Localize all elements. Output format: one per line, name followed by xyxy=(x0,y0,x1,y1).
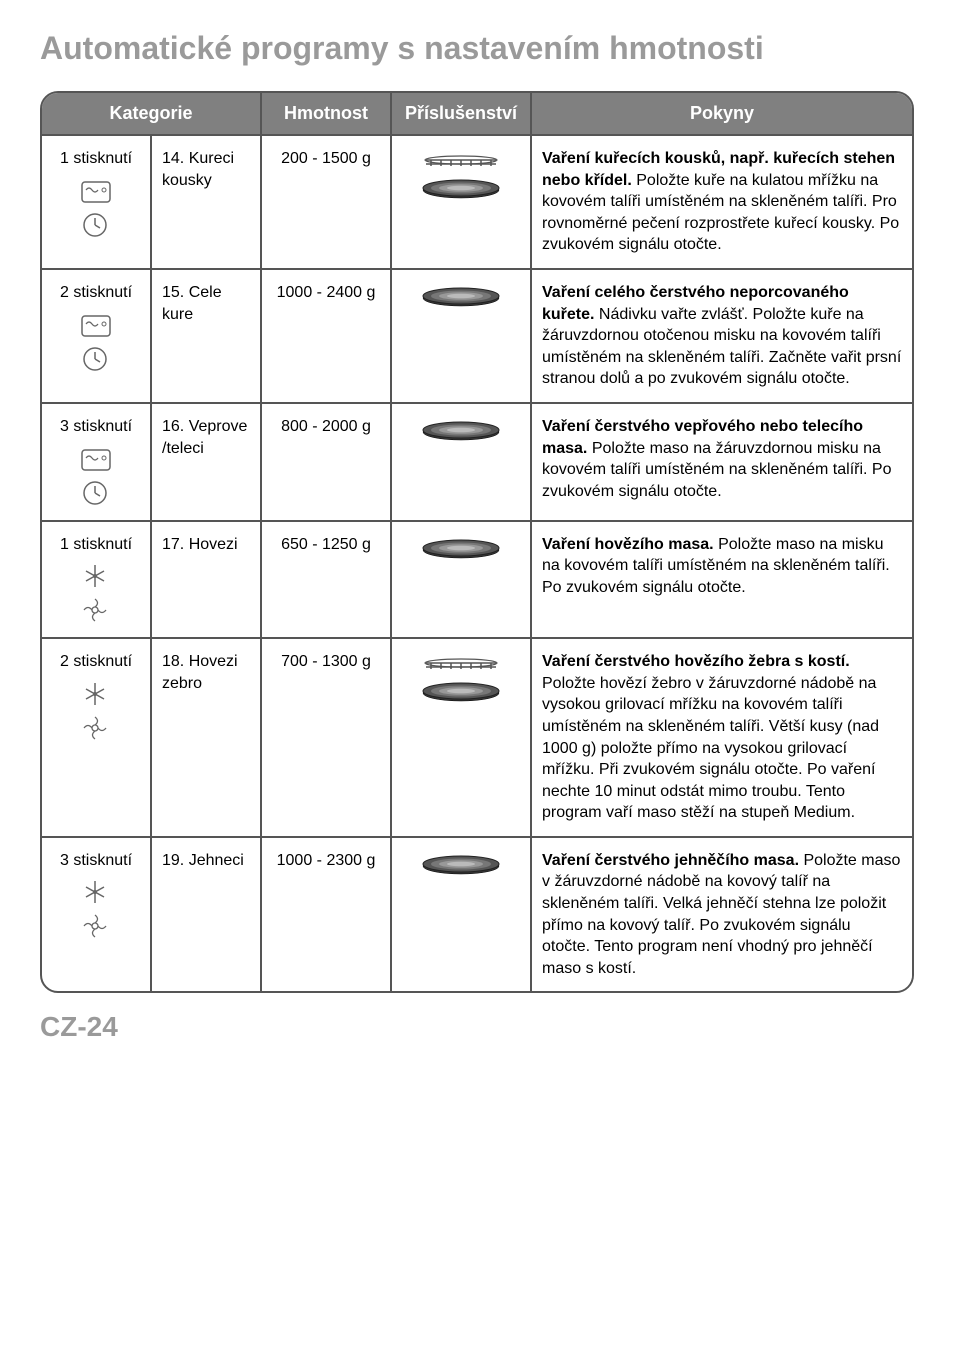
fan-icon xyxy=(79,713,113,743)
cell-weight: 700 - 1300 g xyxy=(262,639,392,838)
accessory-plate-icon xyxy=(416,538,506,560)
th-pokyny: Pokyny xyxy=(532,93,912,136)
cell-subcategory: 17. Hovezi xyxy=(152,522,262,640)
table-row: 2 stisknutí 15. Cele kure1000 - 2400 g Vař… xyxy=(42,270,912,404)
accessory-plate-icon xyxy=(416,286,506,308)
accessory-rack-icon xyxy=(416,655,506,677)
page-footer: CZ-24 xyxy=(40,1011,914,1043)
cell-accessory xyxy=(392,838,532,992)
instruction-text: Položte maso na žáruvzdornou misku na ko… xyxy=(542,440,891,500)
fan-icon xyxy=(79,911,113,941)
press-label: 2 stisknutí xyxy=(52,282,140,304)
microwave-icon xyxy=(79,176,113,206)
press-label: 1 stisknutí xyxy=(52,148,140,170)
instruction-bold: Vaření čerstvého jehněčího masa. xyxy=(542,852,799,869)
cell-subcategory: 14. Kureci kousky xyxy=(152,136,262,270)
cell-accessory xyxy=(392,639,532,838)
microwave-icon xyxy=(79,310,113,340)
microwave-icon xyxy=(79,444,113,474)
cell-weight: 650 - 1250 g xyxy=(262,522,392,640)
page-title: Automatické programy s nastavením hmotno… xyxy=(40,30,914,67)
cell-accessory xyxy=(392,404,532,522)
table-row: 3 stisknutí 16. Veprove /teleci800 - 2000… xyxy=(42,404,912,522)
defrost-icon xyxy=(79,877,113,907)
instruction-text: Položte maso v žáruvzdorné nádobě na kov… xyxy=(542,852,900,977)
cell-weight: 800 - 2000 g xyxy=(262,404,392,522)
cell-category: 1 stisknutí xyxy=(42,136,152,270)
defrost-icon xyxy=(79,561,113,591)
cell-instructions: Vaření hovězího masa. Položte maso na mi… xyxy=(532,522,912,640)
instruction-bold: Vaření hovězího masa. xyxy=(542,536,714,553)
fan-icon xyxy=(79,595,113,625)
table-row: 1 stisknutí 14. Kureci kousky200 - 1500 g… xyxy=(42,136,912,270)
accessory-rack-icon xyxy=(416,152,506,174)
instruction-text: Nádivku vařte zvlášť. Položte kuře na žá… xyxy=(542,306,901,388)
cell-category: 3 stisknutí xyxy=(42,838,152,992)
table-row: 1 stisknutí 17. Hovezi650 - 1250 g Vaření … xyxy=(42,522,912,640)
cell-subcategory: 19. Jehneci xyxy=(152,838,262,992)
clock-icon xyxy=(79,210,113,240)
clock-icon xyxy=(79,344,113,374)
cell-subcategory: 18. Hovezi zebro xyxy=(152,639,262,838)
cell-subcategory: 16. Veprove /teleci xyxy=(152,404,262,522)
press-label: 3 stisknutí xyxy=(52,416,140,438)
th-hmotnost: Hmotnost xyxy=(262,93,392,136)
cell-instructions: Vaření kuřecích kousků, např. kuřecích s… xyxy=(532,136,912,270)
programs-table: Kategorie Hmotnost Příslušenství Pokyny … xyxy=(40,91,914,993)
cell-instructions: Vaření čerstvého jehněčího masa. Položte… xyxy=(532,838,912,992)
cell-instructions: Vaření celého čerstvého neporcovaného ku… xyxy=(532,270,912,404)
cell-accessory xyxy=(392,270,532,404)
instruction-bold: Vaření čerstvého hovězího žebra s kostí. xyxy=(542,653,850,670)
instruction-text: Položte hovězí žebro v žáruvzdorné nádob… xyxy=(542,675,879,822)
accessory-plate-icon xyxy=(416,681,506,703)
cell-accessory xyxy=(392,136,532,270)
accessory-plate-icon xyxy=(416,178,506,200)
cell-weight: 1000 - 2400 g xyxy=(262,270,392,404)
cell-weight: 1000 - 2300 g xyxy=(262,838,392,992)
table-row: 3 stisknutí 19. Jehneci1000 - 2300 g Vařen… xyxy=(42,838,912,992)
accessory-plate-icon xyxy=(416,854,506,876)
cell-subcategory: 15. Cele kure xyxy=(152,270,262,404)
cell-category: 1 stisknutí xyxy=(42,522,152,640)
cell-accessory xyxy=(392,522,532,640)
cell-weight: 200 - 1500 g xyxy=(262,136,392,270)
cell-category: 2 stisknutí xyxy=(42,270,152,404)
press-label: 3 stisknutí xyxy=(52,850,140,872)
defrost-icon xyxy=(79,679,113,709)
cell-instructions: Vaření čerstvého vepřového nebo telecího… xyxy=(532,404,912,522)
accessory-plate-icon xyxy=(416,420,506,442)
cell-category: 2 stisknutí xyxy=(42,639,152,838)
cell-category: 3 stisknutí xyxy=(42,404,152,522)
th-kategorie: Kategorie xyxy=(42,93,262,136)
table-row: 2 stisknutí 18. Hovezi zebro700 - 1300 g V… xyxy=(42,639,912,838)
clock-icon xyxy=(79,478,113,508)
press-label: 2 stisknutí xyxy=(52,651,140,673)
cell-instructions: Vaření čerstvého hovězího žebra s kostí.… xyxy=(532,639,912,838)
th-prislusenstvi: Příslušenství xyxy=(392,93,532,136)
press-label: 1 stisknutí xyxy=(52,534,140,556)
